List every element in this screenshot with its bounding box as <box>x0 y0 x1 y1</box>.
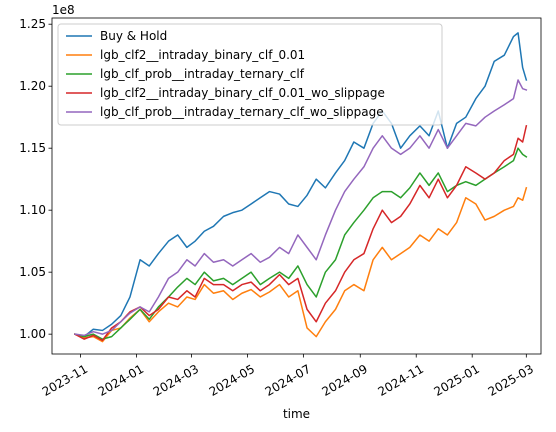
legend-label: lgb_clf2__intraday_binary_clf_0.01_wo_sl… <box>100 86 385 100</box>
legend-label: lgb_clf2__intraday_binary_clf_0.01 <box>100 48 305 62</box>
series-line-2 <box>73 186 528 343</box>
legend-box <box>57 23 443 126</box>
y-tick-label: 1.00 <box>19 327 46 341</box>
legend-label: lgb_clf_prob__intraday_ternary_clf <box>100 67 305 81</box>
series-line-1 <box>74 32 528 338</box>
y-tick-label: 1.15 <box>19 141 46 155</box>
y-tick-label: 1.05 <box>19 265 46 279</box>
y-tick-label: 1.10 <box>19 203 46 217</box>
y-tick-label: 1.20 <box>19 79 46 93</box>
axes-frame <box>51 17 542 355</box>
y-ticks: 1.00 1.05 1.10 1.15 1.20 1.25 <box>19 17 52 341</box>
legend: Buy & Hold lgb_clf2__intraday_binary_clf_… <box>57 23 443 126</box>
series-line-4 <box>73 124 528 342</box>
series-layer <box>73 32 528 343</box>
y-tick-label: 1.25 <box>19 17 46 31</box>
legend-label: lgb_clf_prob__intraday_ternary_clf_wo_sl… <box>100 105 384 119</box>
y-offset-text: 1e8 <box>52 3 75 17</box>
series-line-5 <box>74 79 528 337</box>
legend-label: Buy & Hold <box>100 29 167 43</box>
series-line-3 <box>74 147 528 340</box>
x-axis-label: time <box>283 407 310 421</box>
